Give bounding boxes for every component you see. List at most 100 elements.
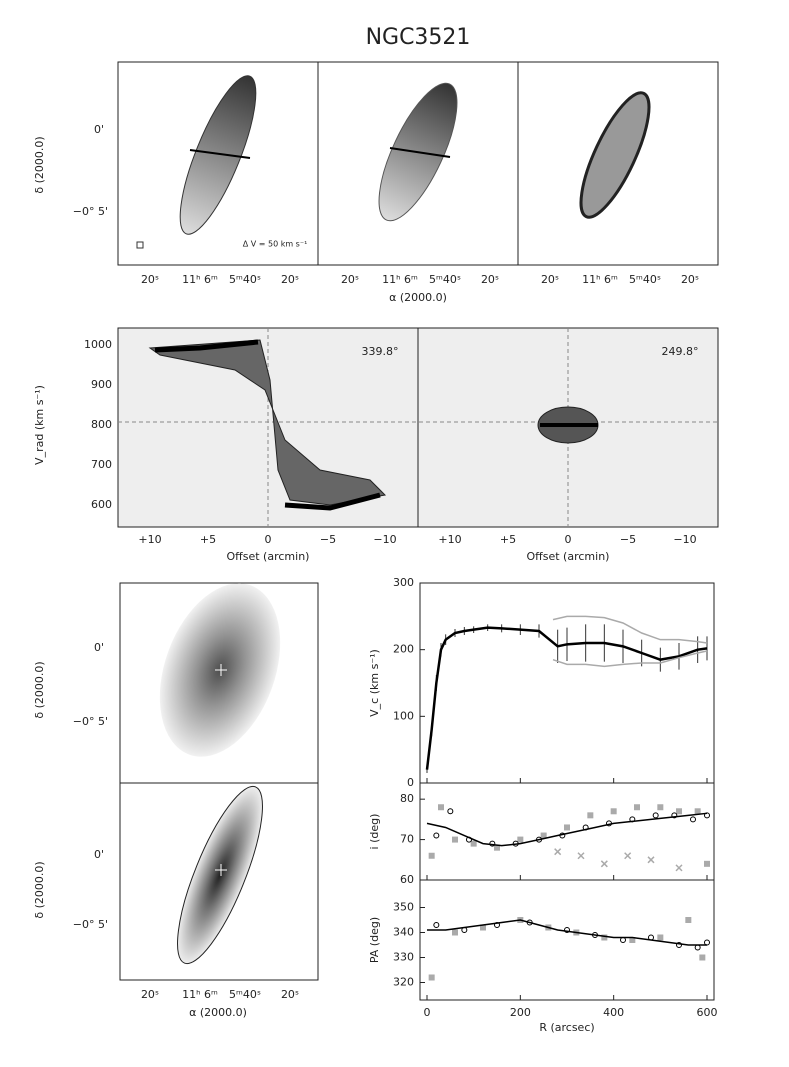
pv-ridge (284, 492, 381, 511)
point (433, 922, 440, 928)
x-label: α (2000.0) (189, 1006, 247, 1019)
x-tick-label: −5 (620, 533, 636, 546)
point (610, 808, 617, 815)
angle-label: 339.8° (362, 345, 399, 358)
point (675, 864, 683, 872)
y-tick-label: −0° 5' (73, 715, 108, 728)
y-tick-label: 1000 (84, 338, 112, 351)
x-tick-label: 20ˢ (141, 988, 159, 1001)
point (577, 852, 585, 860)
x-label: α (2000.0) (389, 291, 447, 304)
y-label: δ (2000.0) (33, 861, 46, 918)
y-tick-label: 0' (94, 848, 104, 861)
point (657, 934, 664, 941)
annotation: Δ V = 50 km s⁻¹ (243, 240, 308, 249)
point (624, 852, 632, 860)
beam (136, 241, 144, 249)
x-tick-label: 0 (424, 1006, 431, 1019)
point (704, 812, 710, 819)
point (554, 848, 562, 856)
point (452, 929, 458, 936)
y-label: i (deg) (368, 814, 381, 850)
y-tick-label: 0' (94, 641, 104, 654)
series-line (552, 650, 708, 668)
panel (119, 782, 319, 981)
point (690, 816, 696, 823)
y-tick-label: 340 (393, 926, 414, 939)
x-tick-label: 11ʰ 6ᵐ (182, 988, 218, 1001)
y-tick-label: −0° 5' (73, 918, 108, 931)
point (671, 812, 678, 819)
plot-frame (419, 879, 715, 1001)
x-tick-label: 400 (603, 1006, 624, 1019)
center-marker (215, 864, 227, 876)
x-tick-label: 0 (565, 533, 572, 546)
point (647, 856, 655, 864)
x-tick-label: 20ˢ (481, 273, 499, 286)
y-tick-label: 0 (407, 776, 414, 789)
x-tick-label: 0 (265, 533, 272, 546)
y-label: δ (2000.0) (33, 136, 46, 193)
x-tick-label: 20ˢ (541, 273, 559, 286)
systemic-line (389, 147, 451, 158)
point (564, 824, 570, 831)
y-tick-label: 330 (393, 951, 414, 964)
point (517, 836, 524, 843)
point (676, 808, 682, 815)
x-tick-label: −10 (373, 533, 396, 546)
x-tick-label: +10 (138, 533, 161, 546)
x-tick-label: 11ʰ 6ᵐ (382, 273, 418, 286)
x-label: Offset (arcmin) (527, 550, 610, 563)
velocity-field (179, 75, 257, 235)
x-tick-label: 5ᵐ40ˢ (629, 273, 661, 286)
x-tick-label: −5 (320, 533, 336, 546)
systemic-line (189, 149, 251, 159)
point (540, 832, 547, 839)
point (657, 804, 664, 811)
point (447, 808, 454, 815)
plot-frame (419, 582, 715, 784)
y-tick-label: 900 (91, 378, 112, 391)
y-tick-label: 60 (400, 873, 414, 886)
point (634, 804, 640, 811)
angle-label: 249.8° (662, 345, 699, 358)
y-tick-label: 70 (400, 833, 414, 846)
x-tick-label: 5ᵐ40ˢ (429, 273, 461, 286)
x-tick-label: 600 (697, 1006, 718, 1019)
y-tick-label: 300 (393, 576, 414, 589)
y-label: δ (2000.0) (33, 661, 46, 718)
series-line (552, 615, 708, 644)
point (694, 808, 701, 815)
x-tick-label: 20ˢ (341, 273, 359, 286)
y-tick-label: 350 (393, 901, 414, 914)
point (494, 844, 500, 851)
point (704, 860, 710, 867)
y-tick-label: 200 (393, 643, 414, 656)
y-tick-label: −0° 5' (73, 205, 108, 218)
y-tick-label: 0' (94, 123, 104, 136)
point (452, 836, 458, 843)
point (676, 942, 682, 948)
series-line (427, 919, 707, 946)
x-tick-label: 20ˢ (281, 273, 299, 286)
y-label: PA (deg) (368, 917, 381, 963)
point (587, 812, 594, 819)
moment-maps: Δ V = 50 km s⁻¹ δ (2000.0) 0' −0° 5' α (… (33, 61, 719, 304)
pv-emission (148, 339, 387, 506)
x-tick-label: 200 (510, 1006, 531, 1019)
y-tick-label: 800 (91, 418, 112, 431)
x-tick-label: +5 (200, 533, 216, 546)
hi-galaxy (177, 785, 263, 965)
point (564, 927, 570, 933)
series-line (425, 626, 708, 770)
x-tick-label: −10 (673, 533, 696, 546)
point (685, 917, 692, 923)
pv-ridge (154, 339, 259, 353)
y-tick-label: 320 (393, 976, 414, 989)
point (699, 954, 706, 961)
y-label: V_c (km s⁻¹) (368, 649, 381, 717)
figure-title: NGC3521 (366, 25, 471, 50)
point (652, 812, 659, 819)
series-line (426, 812, 708, 847)
